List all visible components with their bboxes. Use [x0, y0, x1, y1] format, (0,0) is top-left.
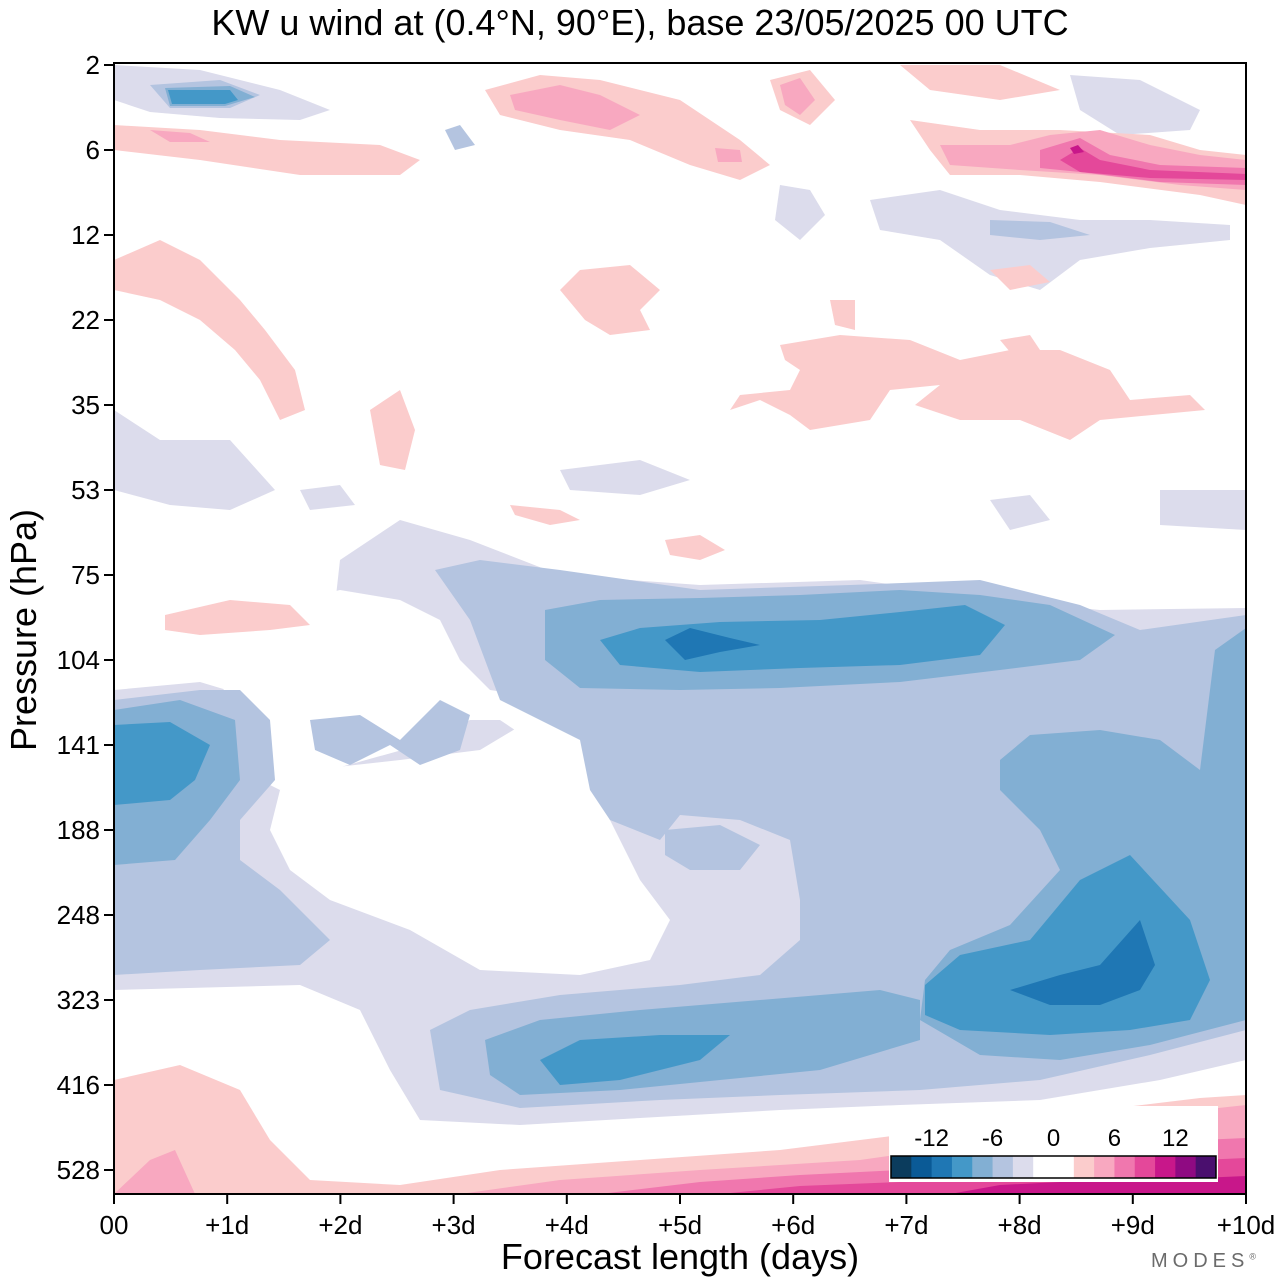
contour-neg-2-upper-c: [1070, 75, 1200, 135]
y-tick-label: 323: [57, 985, 100, 1015]
legend-swatch: [1134, 1156, 1156, 1178]
x-tick-label: 00: [100, 1210, 129, 1240]
legend-swatch: [992, 1156, 1014, 1178]
brand-name: MODES: [1151, 1250, 1250, 1272]
y-tick-label: 141: [57, 730, 100, 760]
legend-swatch: [1155, 1156, 1176, 1178]
contour-neg-2-upper-f: [560, 460, 690, 495]
x-tick-label: +9d: [1111, 1210, 1155, 1240]
legend-label: -6: [982, 1125, 1003, 1152]
legend-border: [890, 1155, 1217, 1179]
legend-swatch: [951, 1156, 973, 1178]
legend-swatch: [1033, 1156, 1054, 1178]
x-tick-label: +1d: [205, 1210, 249, 1240]
x-tick-label: +4d: [545, 1210, 589, 1240]
contour-neg-4-bubble: [310, 700, 470, 765]
y-tick-label: 188: [57, 815, 100, 845]
legend-label: 6: [1108, 1125, 1121, 1152]
legend-label: -12: [914, 1125, 949, 1152]
contour-pos-2-mid-i: [1000, 335, 1040, 352]
contour-pos-2-mid-g: [990, 265, 1050, 290]
contour-neg-4-small-b: [990, 220, 1090, 240]
y-tick-label: 248: [57, 900, 100, 930]
brand-mark: ®: [1249, 1251, 1256, 1262]
contour-pos-2-mid-a: [560, 265, 660, 335]
legend-swatch: [1195, 1156, 1217, 1178]
legend-swatch: [1073, 1156, 1095, 1178]
contour-neg-10-right: [1010, 920, 1155, 1005]
y-tick-label: 53: [71, 475, 100, 505]
y-tick-label: 75: [71, 560, 100, 590]
contour-neg-2-upper-g: [775, 185, 825, 240]
contour-zero-hole-mid: [270, 720, 670, 975]
contour-pos-2-mid-d: [165, 600, 310, 635]
y-tick-label: 416: [57, 1070, 100, 1100]
contour-pos-2-mid-c: [370, 390, 415, 470]
y-tick-label: 2: [86, 50, 100, 80]
contour-pos-4-strat-a: [510, 85, 640, 130]
contour-pos-2-mid-b: [730, 335, 1205, 440]
y-tick-label: 6: [86, 135, 100, 165]
contour-pos-4-surface: [114, 1150, 195, 1194]
x-tick-label: +7d: [884, 1210, 928, 1240]
y-tick-label: 12: [71, 220, 100, 250]
contour-neg-4-small-a: [665, 825, 760, 870]
x-tick-label: +3d: [432, 1210, 476, 1240]
contour-neg-2-upper-d: [1160, 490, 1246, 530]
contour-neg-10-tropopause: [665, 628, 760, 660]
contour-pos-4-strat-d: [150, 130, 210, 142]
legend-swatch: [931, 1156, 953, 1178]
contour-pos-2-mid-h: [830, 300, 855, 330]
contour-neg-4-small-d: [445, 125, 475, 150]
brand-logo: MODES®: [1151, 1250, 1256, 1273]
contour-neg-2-upper-b: [870, 190, 1230, 290]
contour-neg-2-upper-left: [114, 410, 275, 510]
legend-swatch: [911, 1156, 933, 1178]
contour-pos-2-mid-f: [510, 505, 580, 525]
x-axis-label: Forecast length (days): [500, 1236, 860, 1277]
x-tick-label: +5d: [658, 1210, 702, 1240]
contour-pos-2-mid-e: [665, 535, 725, 560]
legend-label: 12: [1162, 1125, 1189, 1152]
legend-swatch: [1012, 1156, 1034, 1178]
x-tick-label: +6d: [771, 1210, 815, 1240]
contour-neg-8-lower: [540, 1035, 730, 1085]
legend-swatch: [972, 1156, 994, 1178]
contour-pos-8-strat: [1060, 148, 1246, 180]
contour-pos-4-strat-b: [780, 78, 815, 115]
x-tick-label: +10d: [1217, 1210, 1276, 1240]
contour-fill-layer: [114, 63, 1246, 1194]
legend-swatch: [1094, 1156, 1115, 1178]
contour-neg-8-left: [114, 722, 210, 805]
legend-label: 0: [1047, 1125, 1060, 1152]
y-tick-label: 35: [71, 390, 100, 420]
contour-pos-2-upper-left: [114, 240, 305, 420]
contour-neg-2-upper-h: [300, 485, 355, 510]
legend-swatch: [1175, 1156, 1197, 1178]
contour-neg-2-upper-e: [990, 495, 1050, 530]
color-legend: -12 -6 0 6 12: [889, 1106, 1218, 1182]
x-tick-label: +2d: [318, 1210, 362, 1240]
x-axis-ticks: 00 +1d +2d +3d +4d +5d +6d +7d +8d +9d +10d: [100, 1194, 1276, 1240]
y-tick-label: 528: [57, 1155, 100, 1185]
contour-pos-10-strat: [1070, 145, 1084, 154]
legend-swatch: [1114, 1156, 1136, 1178]
y-tick-label: 22: [71, 305, 100, 335]
y-tick-label: 104: [57, 645, 100, 675]
legend-swatch: [891, 1156, 912, 1178]
contour-neg-8-small: [168, 90, 238, 104]
y-axis-ticks: 2 6 12 22 35 53 75 104 141 188 248 323 416 528: [57, 50, 114, 1185]
contour-pos-4-strat-e: [715, 148, 742, 162]
legend-swatch: [1053, 1156, 1075, 1178]
x-tick-label: +8d: [998, 1210, 1042, 1240]
contour-pos-2-strat-d: [900, 65, 1060, 100]
chart-title: KW u wind at (0.4°N, 90°E), base 23/05/2…: [211, 2, 1069, 43]
